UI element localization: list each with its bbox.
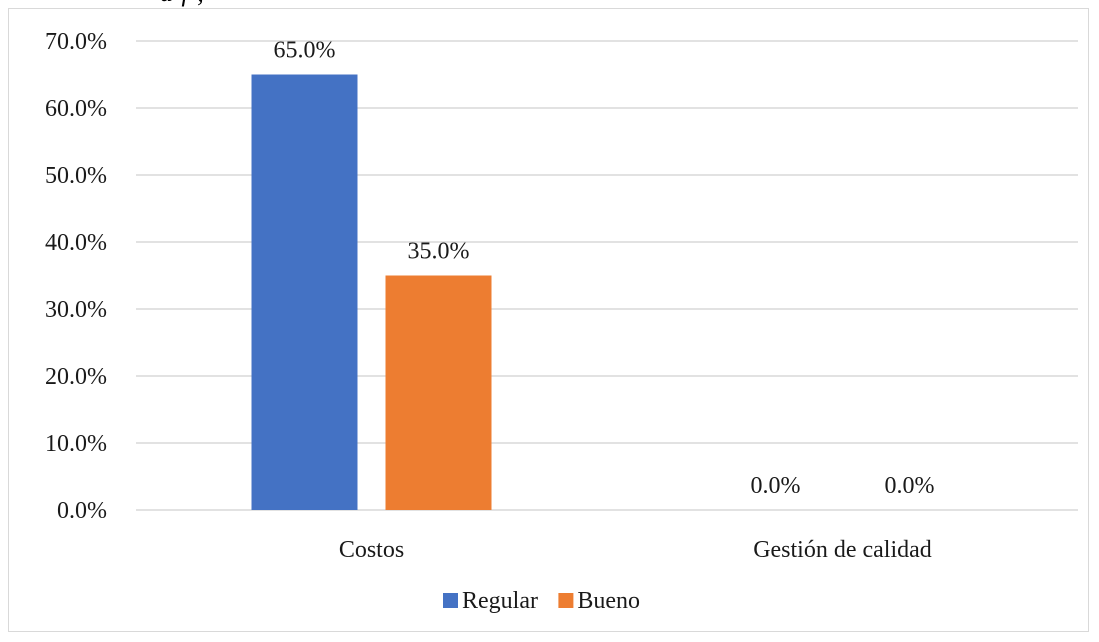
legend-label: Bueno	[577, 588, 640, 614]
data-label: 0.0%	[885, 473, 935, 499]
y-tick-label: 30.0%	[45, 297, 107, 323]
y-tick-label: 50.0%	[45, 163, 107, 189]
y-tick-label: 10.0%	[45, 431, 107, 457]
chart-frame	[8, 8, 1089, 632]
category-labels: Costos Gestión de calidad	[339, 537, 932, 563]
data-label: 0.0%	[751, 473, 801, 499]
y-tick-label: 70.0%	[45, 29, 107, 55]
y-tick-label: 0.0%	[57, 498, 107, 524]
legend-swatch-bueno	[558, 593, 574, 608]
legend: Regular Bueno	[443, 588, 640, 614]
partial-caption: a f ,	[160, 0, 205, 8]
data-label: 65.0%	[274, 38, 336, 64]
y-tick-label: 40.0%	[45, 230, 107, 256]
bars	[251, 74, 492, 510]
category-label: Costos	[339, 537, 404, 563]
y-tick-label: 20.0%	[45, 364, 107, 390]
data-labels: 65.0% 35.0% 0.0% 0.0%	[274, 38, 935, 500]
bar-regular-1	[251, 74, 358, 510]
category-label: Gestión de calidad	[753, 537, 932, 563]
y-tick-label: 60.0%	[45, 96, 107, 122]
bar-bueno-1	[385, 275, 492, 510]
legend-swatch-regular	[443, 593, 458, 608]
y-axis-tick-labels: 0.0% 10.0% 20.0% 30.0% 40.0% 50.0% 60.0% 70.0%	[45, 29, 107, 524]
legend-label: Regular	[462, 588, 538, 614]
data-label: 35.0%	[408, 239, 470, 265]
